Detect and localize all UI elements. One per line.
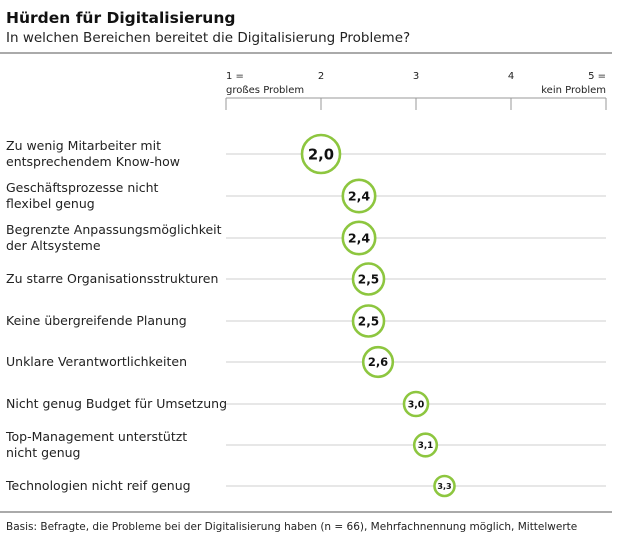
- category-label: Nicht genug Budget für Umsetzung: [6, 396, 227, 411]
- category-label-line: entsprechendem Know-how: [6, 154, 180, 169]
- data-point: [433, 474, 456, 498]
- data-label: 2,4: [348, 231, 371, 246]
- tick-label-3: 3: [413, 71, 419, 82]
- data-label: 3,0: [408, 399, 425, 410]
- category-label-line: Technologien nicht reif genug: [5, 478, 191, 493]
- tick-label-5: 5 =: [588, 71, 606, 82]
- data-label: 2,5: [358, 272, 379, 286]
- category-label: Begrenzte Anpassungsmöglichkeit der Altsy…: [6, 222, 222, 253]
- data-point: [341, 220, 377, 256]
- category-label-line: nicht genug: [6, 445, 80, 460]
- tick-sublabel-5: kein Problem: [541, 85, 606, 96]
- row: Keine übergreifende Planung 2,5: [6, 304, 606, 338]
- data-point: [361, 345, 395, 379]
- category-label-line: Unklare Verantwortlichkeiten: [6, 354, 187, 369]
- category-label: Technologien nicht reif genug: [5, 478, 191, 493]
- category-label: Keine übergreifende Planung: [6, 313, 187, 328]
- category-label-line: der Altsysteme: [6, 238, 101, 253]
- chart-title: Hürden für Digitalisierung: [6, 9, 235, 27]
- row: Begrenzte Anpassungsmöglichkeit der Altsy…: [6, 220, 606, 256]
- category-label: Zu starre Organisationsstrukturen: [6, 271, 218, 286]
- rows: Zu wenig Mitarbeiter mit entsprechendem K…: [5, 133, 606, 498]
- data-label: 3,1: [418, 441, 434, 451]
- category-label-line: Keine übergreifende Planung: [6, 313, 187, 328]
- data-point: [402, 390, 430, 418]
- footnote: Basis: Befragte, die Probleme bei der Di…: [6, 521, 577, 533]
- category-label-line: Zu wenig Mitarbeiter mit: [6, 138, 161, 153]
- tick-label-4: 4: [508, 71, 514, 82]
- category-label: Unklare Verantwortlichkeiten: [6, 354, 187, 369]
- category-label-line: Nicht genug Budget für Umsetzung: [6, 396, 227, 411]
- data-point: [412, 432, 439, 458]
- category-label: Zu wenig Mitarbeiter mit entsprechendem K…: [6, 138, 180, 169]
- category-label: Top-Management unterstützt nicht genug: [5, 429, 187, 460]
- row: Top-Management unterstützt nicht genug 3,1: [5, 429, 606, 460]
- category-label-line: Begrenzte Anpassungsmöglichkeit: [6, 222, 222, 237]
- category-label: Geschäftsprozesse nicht flexibel genug: [6, 180, 159, 211]
- data-label: 2,0: [308, 146, 334, 163]
- row: Nicht genug Budget für Umsetzung 3,0: [6, 390, 606, 418]
- data-point: [300, 133, 342, 175]
- data-label: 2,4: [348, 189, 371, 204]
- category-label-line: Zu starre Organisationsstrukturen: [6, 271, 218, 286]
- data-label: 3,3: [437, 482, 451, 491]
- row: Zu wenig Mitarbeiter mit entsprechendem K…: [6, 133, 606, 175]
- data-label: 2,6: [368, 355, 388, 369]
- chart-subtitle: In welchen Bereichen bereitet die Digita…: [6, 30, 410, 46]
- data-point: [341, 178, 377, 214]
- data-label: 2,5: [358, 314, 379, 328]
- row: Zu starre Organisationsstrukturen 2,5: [6, 262, 606, 296]
- row: Geschäftsprozesse nicht flexibel genug 2,4: [6, 178, 606, 214]
- category-label-line: flexibel genug: [6, 196, 95, 211]
- category-label-line: Geschäftsprozesse nicht: [6, 180, 159, 195]
- data-point: [351, 262, 386, 296]
- tick-label-2: 2: [318, 71, 324, 82]
- tick-label-1: 1 =: [226, 71, 244, 82]
- data-point: [351, 304, 386, 338]
- category-label-line: Top-Management unterstützt: [5, 429, 187, 444]
- tick-sublabel-1: großes Problem: [226, 85, 304, 96]
- row: Unklare Verantwortlichkeiten 2,6: [6, 345, 606, 379]
- x-axis: 1 = großes Problem 2 3 4 5 = kein Problem: [225, 71, 607, 110]
- row: Technologien nicht reif genug 3,3: [5, 474, 606, 498]
